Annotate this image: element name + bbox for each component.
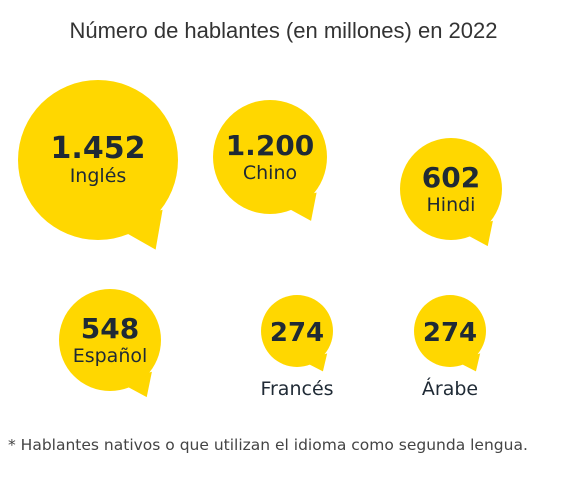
value-label-frances: 274: [270, 318, 324, 348]
bubble-circle-chino: [213, 100, 327, 214]
footnote: * Hablantes nativos o que utilizan el id…: [8, 436, 528, 454]
category-label-arabe: Árabe: [422, 377, 478, 400]
category-label-chino: Chino: [243, 162, 297, 184]
category-label-espanol: Español: [73, 345, 148, 367]
bubble-frances: 274 Francés: [260, 295, 334, 400]
value-label-ingles: 1.452: [51, 131, 146, 166]
category-label-frances: Francés: [260, 378, 333, 400]
bubble-circle-hindi: [400, 138, 502, 240]
value-label-hindi: 602: [422, 161, 480, 194]
value-label-chino: 1.200: [226, 129, 315, 162]
bubble-circle-arabe: [414, 295, 486, 367]
bubble-arabe: 274 Árabe: [414, 295, 486, 400]
bubble-circle-espanol: [59, 289, 161, 391]
category-label-ingles: Inglés: [70, 165, 127, 187]
bubble-circle-frances: [261, 295, 333, 367]
value-label-arabe: 274: [423, 318, 477, 348]
bubble-circle-ingles: [18, 80, 178, 240]
value-label-espanol: 548: [81, 312, 139, 345]
chart-title: Número de hablantes (en millones) en 202…: [69, 18, 498, 43]
category-label-hindi: Hindi: [427, 194, 476, 216]
